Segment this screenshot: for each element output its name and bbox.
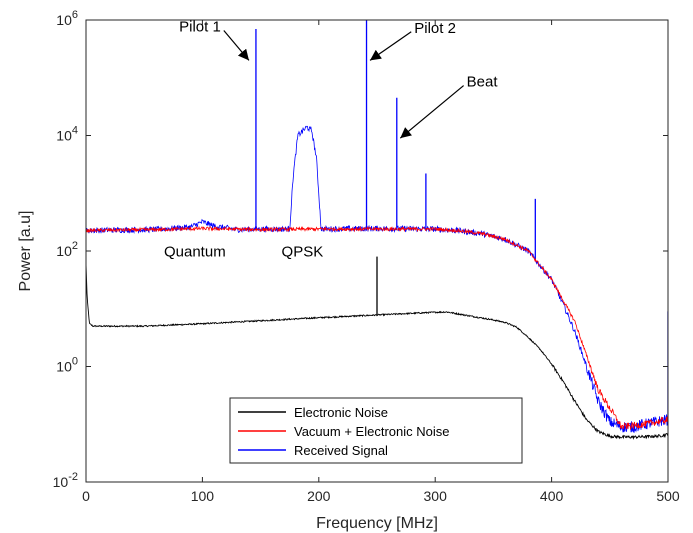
annotation-qpsk: QPSK: [282, 244, 324, 261]
y-tick-label-3: 104: [56, 125, 78, 144]
x-tick-label-0: 0: [82, 488, 90, 504]
series-vacuum-electronic-noise: [86, 225, 668, 431]
x-tick-label-5: 500: [656, 488, 680, 504]
y-tick-label-0: 10-2: [53, 471, 78, 490]
annotation-arrow-pilot-1: [223, 30, 250, 61]
legend: Electronic Noise Vacuum + Electronic Nois…: [229, 397, 523, 464]
annotation-pilot-2: Pilot 2: [414, 20, 456, 37]
x-tick-label-1: 100: [191, 488, 215, 504]
x-axis-label: Frequency [MHz]: [316, 515, 438, 532]
series-line-vacuum-electronic-noise: [86, 225, 668, 431]
series-line-electronic-noise: [86, 263, 668, 441]
annotation-arrow-pilot-2: [369, 31, 412, 61]
tick-layer: 0 100 200 300 400 500 10-2 100 102 104 106: [53, 9, 680, 504]
annotation-pilot-1: Pilot 1: [179, 19, 221, 36]
y-tick-label-4: 106: [56, 9, 78, 28]
x-tick-label-3: 300: [424, 488, 448, 504]
legend-label-received-signal: Received Signal: [294, 443, 388, 458]
y-tick-label-1: 100: [56, 356, 78, 375]
annotation-quantum: Quantum: [164, 244, 226, 261]
x-tick-label-2: 200: [307, 488, 331, 504]
y-tick-label-2: 102: [56, 240, 78, 259]
legend-label-vacuum-electronic-noise: Vacuum + Electronic Noise: [294, 424, 449, 439]
annotation-layer: Pilot 1 Pilot 2 Beat Quantum QPSK: [164, 19, 498, 261]
series-layer: [86, 20, 668, 441]
x-tick-label-4: 400: [540, 488, 564, 504]
legend-label-electronic-noise: Electronic Noise: [294, 405, 388, 420]
y-axis-label: Power [a.u]: [17, 211, 34, 292]
annotation-arrow-beat: [399, 85, 465, 139]
series-electronic-noise: [86, 256, 668, 441]
annotation-beat: Beat: [467, 74, 499, 91]
